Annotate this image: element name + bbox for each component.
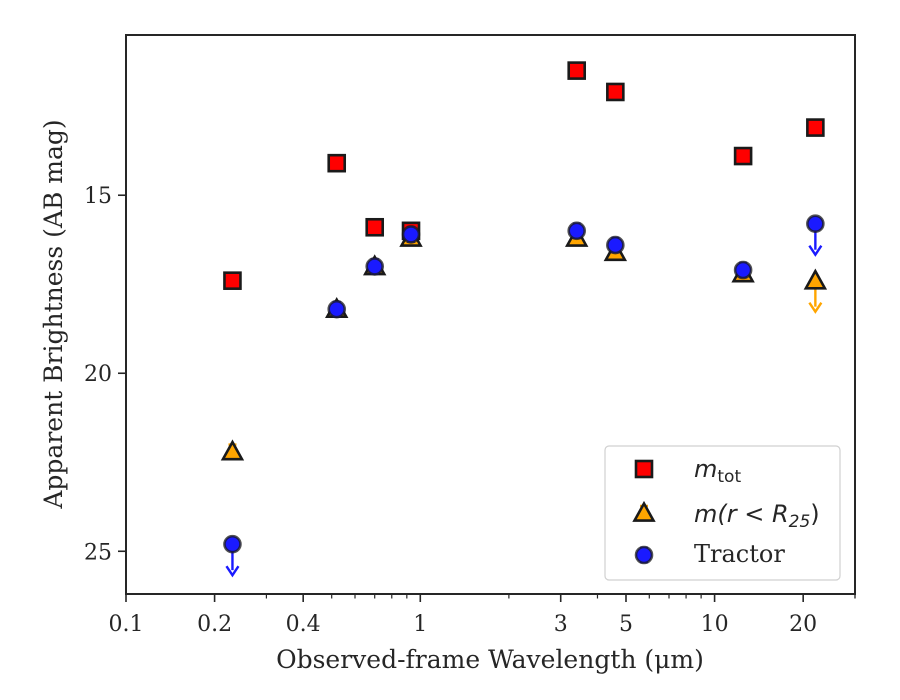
y-axis-title: Apparent Brightness (AB mag) bbox=[39, 119, 68, 509]
x-tick-label: 3 bbox=[554, 612, 568, 637]
y-tick-label: 20 bbox=[84, 362, 112, 387]
legend: mtot m(r < R25) Tractor bbox=[604, 445, 841, 581]
point-square-7 bbox=[806, 118, 825, 137]
legend-marker-square bbox=[634, 459, 654, 479]
x-tick-label: 5 bbox=[619, 612, 633, 637]
point-square-4 bbox=[567, 61, 587, 80]
legend-frame bbox=[604, 445, 841, 581]
legend-marker-triangle bbox=[632, 500, 656, 522]
y-tick-label: 25 bbox=[84, 540, 112, 565]
tick-labels: 0.1 0.2 0.4 1 3 5 10 20 15 20 25 bbox=[84, 184, 817, 637]
x-tick-label: 1 bbox=[413, 612, 427, 637]
point-circle-7-limit-arrow-head bbox=[808, 245, 823, 257]
series-triangle bbox=[220, 225, 828, 461]
x-tick-label: 20 bbox=[789, 612, 817, 637]
x-tick-label: 0.2 bbox=[197, 612, 232, 637]
series-square bbox=[223, 61, 825, 290]
point-circle-0 bbox=[223, 534, 242, 554]
point-circle-3 bbox=[401, 225, 421, 244]
legend-label-mtot: mtot bbox=[694, 455, 741, 487]
point-circle-1 bbox=[327, 299, 347, 319]
point-square-6 bbox=[733, 146, 753, 166]
point-square-2 bbox=[365, 217, 385, 237]
point-square-5 bbox=[606, 82, 625, 102]
plot-frame bbox=[125, 34, 856, 595]
point-triangle-7 bbox=[803, 268, 828, 290]
series-circle bbox=[223, 214, 825, 578]
point-square-0 bbox=[223, 271, 242, 290]
x-tick-label: 10 bbox=[701, 612, 729, 637]
point-circle-6 bbox=[733, 260, 753, 280]
point-circle-7 bbox=[806, 214, 825, 234]
point-circle-5 bbox=[606, 235, 625, 255]
x-tick-label: 0.4 bbox=[286, 612, 321, 637]
point-triangle-7-limit-arrow-head bbox=[808, 302, 823, 314]
point-circle-2 bbox=[365, 257, 385, 276]
y-tick-label: 15 bbox=[84, 184, 112, 209]
chart-marks bbox=[220, 61, 828, 578]
point-triangle-0 bbox=[220, 439, 245, 461]
x-tick-label: 0.1 bbox=[109, 612, 144, 637]
legend-marker-circle bbox=[634, 545, 654, 565]
point-circle-4 bbox=[567, 221, 587, 241]
legend-label-mr25: m(r < R25) bbox=[694, 500, 820, 532]
axis-ticks bbox=[118, 194, 856, 602]
point-circle-0-limit-arrow-head bbox=[225, 565, 240, 578]
x-axis-title: Observed-frame Wavelength (μm) bbox=[276, 645, 704, 674]
point-square-1 bbox=[327, 153, 347, 173]
legend-label-tractor: Tractor bbox=[694, 540, 785, 568]
legend-markers bbox=[632, 459, 656, 565]
